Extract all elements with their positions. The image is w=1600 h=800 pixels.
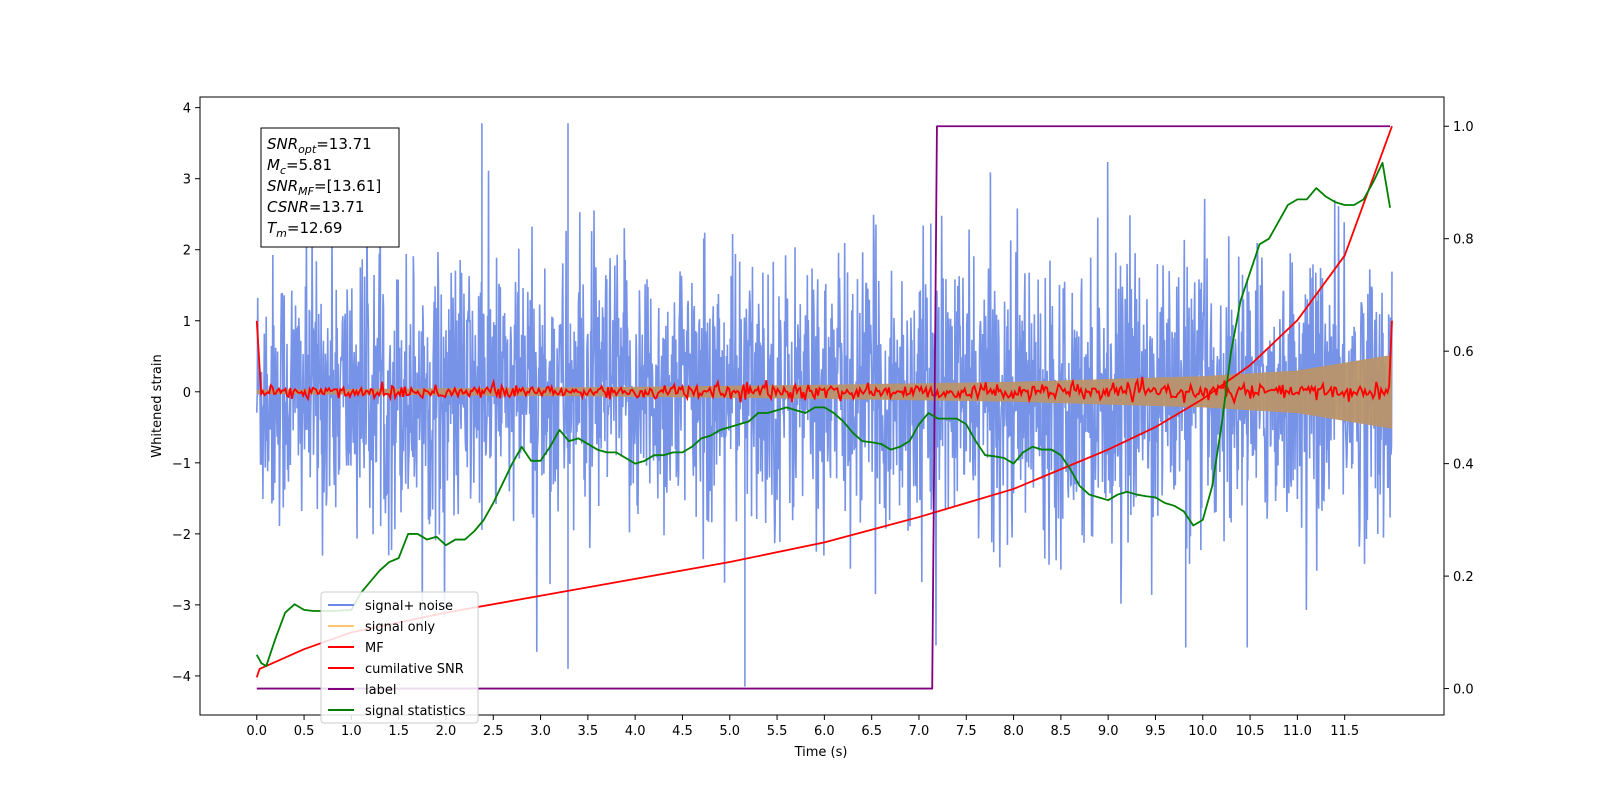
x-tick-label: 11.5 <box>1330 724 1359 739</box>
label-line <box>256 125 1391 690</box>
x-tick-label: 4.5 <box>672 724 693 739</box>
legend: signal+ noise signal only MF cumilative SNR… <box>320 591 479 724</box>
x-tick-label: 6.5 <box>861 724 882 739</box>
info-box: SNRopt=13.71 Mc=5.81 SNRMF=[13.61] CSNR=… <box>260 127 400 248</box>
x-tick-label: 3.0 <box>530 724 551 739</box>
x-tick-label: 8.0 <box>1003 724 1024 739</box>
y-right-tick-label: 0.0 <box>1453 683 1474 698</box>
y-tick-label: 3 <box>183 173 191 188</box>
y-tick-label: −4 <box>172 670 191 685</box>
y-tick-label: −1 <box>172 457 191 472</box>
plot-frame <box>199 96 1445 716</box>
signal-noise-line <box>255 123 1393 687</box>
x-axis: 0.0 0.5 1.0 1.5 2.0 2.5 3.0 3.5 4.0 4.5 5.0 5.5 6.0 6… <box>246 715 1359 739</box>
x-tick-label: 6.0 <box>814 724 835 739</box>
x-tick-label: 2.0 <box>436 724 457 739</box>
y-tick-label: 1 <box>183 315 191 330</box>
y-right-tick-label: 1.0 <box>1453 120 1474 135</box>
legend-label: signal+ noise <box>365 599 453 614</box>
y-right-tick-label: 0.8 <box>1453 233 1474 248</box>
y-tick-label: −2 <box>172 528 191 543</box>
x-tick-label: 3.5 <box>578 724 599 739</box>
series-signal-noise <box>255 123 1393 687</box>
x-tick-label: 7.0 <box>909 724 930 739</box>
y-tick-label: 4 <box>183 102 191 117</box>
y-tick-label: 2 <box>183 244 191 259</box>
snr-opt-text: SNRopt=13.71 <box>267 135 372 156</box>
x-tick-label: 7.5 <box>956 724 977 739</box>
x-tick-label: 10.0 <box>1188 724 1217 739</box>
csnr-text: CSNR=13.71 <box>267 198 364 216</box>
x-tick-label: 0.0 <box>246 724 267 739</box>
y-tick-label: −3 <box>172 599 191 614</box>
legend-label: cumilative SNR <box>365 662 464 677</box>
x-tick-label: 9.0 <box>1098 724 1119 739</box>
y-right-tick-label: 0.4 <box>1453 458 1474 473</box>
legend-label: signal statistics <box>365 704 466 719</box>
x-tick-label: 4.0 <box>625 724 646 739</box>
series-mf <box>255 320 1393 406</box>
x-tick-label: 9.5 <box>1145 724 1166 739</box>
legend-frame <box>320 591 479 724</box>
legend-label: MF <box>365 641 384 656</box>
y-right-tick-label: 0.6 <box>1453 345 1474 360</box>
tm-text: Tm=12.69 <box>267 219 342 240</box>
series-signal-statistics <box>255 161 1391 667</box>
y-right-tick-label: 0.2 <box>1453 570 1474 585</box>
y-axis-left: 4 3 2 1 0 −1 −2 −3 −4 <box>172 102 200 685</box>
x-tick-label: 0.5 <box>294 724 315 739</box>
snr-mf-text: SNRMF=[13.61] <box>267 177 381 198</box>
x-tick-label: 8.5 <box>1051 724 1072 739</box>
series-label <box>256 125 1391 690</box>
mc-text: Mc=5.81 <box>267 156 332 177</box>
x-tick-label: 10.5 <box>1236 724 1265 739</box>
signal-statistics-line <box>255 161 1391 667</box>
x-tick-label: 1.0 <box>341 724 362 739</box>
x-tick-label: 1.5 <box>388 724 409 739</box>
x-tick-label: 11.0 <box>1283 724 1312 739</box>
mf-line <box>255 320 1393 406</box>
legend-label: signal only <box>365 620 435 635</box>
legend-label: label <box>365 683 396 698</box>
x-axis-title: Time (s) <box>794 745 848 760</box>
y-axis-title: Whitened strain <box>150 354 165 457</box>
info-box-frame <box>260 127 400 248</box>
x-tick-label: 5.0 <box>719 724 740 739</box>
x-tick-label: 5.5 <box>767 724 788 739</box>
y-tick-label: 0 <box>183 386 191 401</box>
plot-area <box>255 123 1393 690</box>
y-axis-right: 1.0 0.8 0.6 0.4 0.2 0.0 <box>1444 120 1474 698</box>
x-tick-label: 2.5 <box>483 724 504 739</box>
